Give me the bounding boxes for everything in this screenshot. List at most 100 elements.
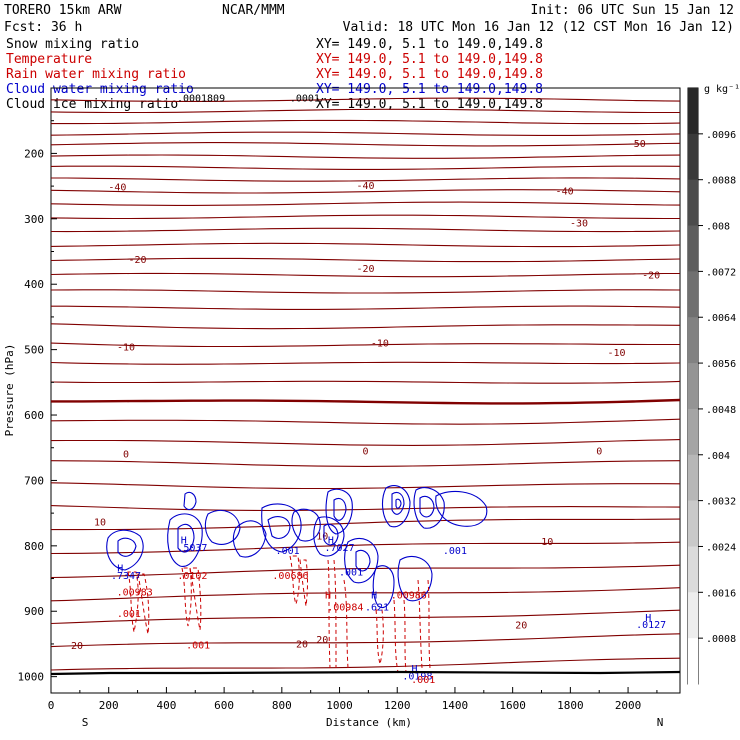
x-tick-label: 200 <box>99 699 119 712</box>
field-name: Cloud ice mixing ratio <box>6 97 178 112</box>
y-tick-label: 1000 <box>18 671 45 684</box>
isotherm-label: 20 <box>515 621 527 632</box>
y-tick-label: 600 <box>24 409 44 422</box>
annotation-label: .001 <box>411 675 435 686</box>
isotherm <box>50 482 681 490</box>
annotation-label: H <box>412 664 418 675</box>
cloud-water-contours <box>106 485 488 608</box>
annotation-label: .001 <box>443 546 467 557</box>
isotherm <box>51 398 681 405</box>
annotation-label: .001 <box>186 640 210 651</box>
cloud-water-contour <box>323 523 339 546</box>
annotation-label: .00984 <box>327 602 363 613</box>
plot-frame <box>50 87 681 694</box>
annotation-label: .00986 <box>391 591 427 602</box>
y-tick-label: 500 <box>24 344 44 357</box>
field-xy-range: XY= 149.0, 5.1 to 149.0,149.8 <box>316 82 543 97</box>
y-tick-label: 400 <box>24 278 44 291</box>
y-tick-label: 300 <box>24 213 44 226</box>
isotherm <box>51 119 681 125</box>
annotation-label: .00686 <box>272 571 308 582</box>
colorbar-tick-label: .0072 <box>706 267 736 278</box>
rain-water-contours <box>127 555 431 673</box>
cloud-water-contour <box>333 497 347 521</box>
annotation-label: .0001 <box>290 93 320 104</box>
cloud-water-contour <box>397 556 433 602</box>
y-axis: 200 300 400 500 600 700 800 900 1000 <box>18 120 57 684</box>
south-label: S <box>82 716 89 729</box>
annotation-label: .0102 <box>177 571 207 582</box>
field-xy-range: XY= 149.0, 5.1 to 149.0,149.8 <box>316 67 543 82</box>
colorbar-tick-label: .004 <box>706 451 730 462</box>
valid-time: Valid: 18 UTC Mon 16 Jan 12 (12 CST Mon … <box>343 20 734 35</box>
cloud-water-contour <box>261 503 302 553</box>
rain-water-contour <box>417 579 431 669</box>
isotherm <box>50 257 681 263</box>
temperature-labels: -50 -40 -40 -40 -30 -20 -20 -20 -10 -10 -10 0 0 0 10 10… <box>71 139 660 652</box>
isotherm <box>51 518 681 531</box>
cloud-water-contour <box>313 516 345 557</box>
cloud-water-contour <box>106 529 144 571</box>
isotherm <box>50 609 681 625</box>
colorbar-segment <box>688 363 698 410</box>
colorbar-tick-label: .0048 <box>706 405 736 416</box>
field-name: Cloud water mixing ratio <box>6 82 194 97</box>
isotherm <box>50 142 681 147</box>
isotherm-label: -10 <box>607 348 625 359</box>
colorbar-tick-label: .0096 <box>706 130 736 141</box>
field-xy-range: XY= 149.0, 5.1 to 149.0,149.8 <box>316 97 543 112</box>
annotation-label: H <box>371 591 377 602</box>
isotherm <box>50 97 681 102</box>
colorbar-segment <box>688 133 698 181</box>
y-axis-title: Pressure (hPa) <box>3 344 16 437</box>
rain-water-contour <box>189 567 202 631</box>
colorbar-tick-label: .0064 <box>706 313 736 324</box>
cloud-water-contour <box>204 510 241 545</box>
isotherm <box>50 323 681 330</box>
y-tick-label: 700 <box>24 474 44 487</box>
isotherm <box>50 242 681 248</box>
temperature-contours <box>50 97 681 671</box>
colorbar-segment <box>688 500 698 547</box>
field-xy-range: XY= 149.0, 5.1 to 149.0,149.8 <box>316 52 543 67</box>
x-tick-label: 1000 <box>326 699 353 712</box>
field-name: Temperature <box>6 52 92 67</box>
isotherm <box>50 460 681 467</box>
source-label: NCAR/MMM <box>222 3 285 18</box>
x-tick-label: 0 <box>48 699 55 712</box>
annotation-label: .001 <box>276 546 300 557</box>
rain-water-contour <box>343 579 349 669</box>
isotherm-label: -40 <box>108 182 126 193</box>
x-tick-label: 800 <box>272 699 292 712</box>
annotations: .0001809.0001H.5037H.7027.001.001H.7347.… <box>111 93 666 685</box>
isotherm-label: -40 <box>356 181 374 192</box>
isotherm-label: -10 <box>371 339 389 350</box>
isotherm-label: 10 <box>94 517 106 528</box>
colorbar-segment <box>688 179 698 227</box>
isotherm-label: -40 <box>556 186 574 197</box>
rain-water-contour <box>375 609 384 665</box>
x-tick-label: 1800 <box>557 699 584 712</box>
isotherm-label: -30 <box>570 218 588 229</box>
annotation-label: .001 <box>339 568 363 579</box>
x-tick-label: 600 <box>214 699 234 712</box>
cloud-water-contour <box>391 491 405 515</box>
y-tick-label: 200 <box>24 147 44 160</box>
isotherm <box>50 439 681 446</box>
colorbar-tick-label: .0016 <box>706 588 736 599</box>
annotation-label: .0198 <box>402 672 432 683</box>
x-tick-label: 2000 <box>615 699 642 712</box>
colorbar-tick-label: .0056 <box>706 359 736 370</box>
cloud-water-contour <box>183 491 197 511</box>
annotation-label: H <box>117 564 123 575</box>
isotherm-label: -20 <box>356 264 374 275</box>
isotherm <box>50 657 681 671</box>
isotherm-label: -50 <box>628 139 646 150</box>
colorbar-segment <box>688 88 698 135</box>
colorbar-segment <box>688 592 698 639</box>
colorbar-tick-label: .008 <box>706 222 730 233</box>
annotation-label: .0127 <box>636 620 666 631</box>
annotation-label: .0001809 <box>177 93 225 104</box>
isotherm <box>50 418 681 425</box>
x-tick-label: 1600 <box>499 699 526 712</box>
